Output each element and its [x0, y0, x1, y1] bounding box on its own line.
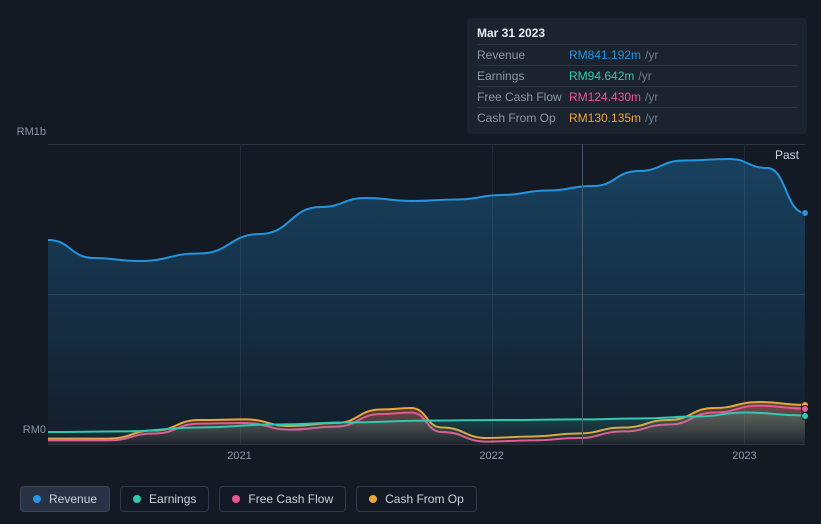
- chart-svg: [48, 144, 805, 444]
- legend-label: Cash From Op: [385, 492, 464, 506]
- chart-tooltip: Mar 31 2023 RevenueRM841.192m/yrEarnings…: [467, 18, 807, 134]
- financials-chart[interactable]: RM1b RM0 Past 2021 2022 2023: [16, 126, 805, 466]
- legend-item[interactable]: Revenue: [20, 486, 110, 512]
- past-label: Past: [775, 148, 799, 162]
- legend-label: Free Cash Flow: [248, 492, 333, 506]
- legend-label: Revenue: [49, 492, 97, 506]
- tooltip-row-label: Cash From Op: [477, 111, 569, 125]
- tooltip-row: RevenueRM841.192m/yr: [477, 44, 797, 65]
- tooltip-row: Free Cash FlowRM124.430m/yr: [477, 86, 797, 107]
- chart-legend: Revenue Earnings Free Cash Flow Cash From O…: [20, 486, 477, 512]
- legend-item[interactable]: Cash From Op: [356, 486, 477, 512]
- tooltip-row-unit: /yr: [645, 90, 658, 104]
- legend-swatch: [369, 495, 377, 503]
- tooltip-row-value: RM841.192m: [569, 48, 641, 62]
- tooltip-row-unit: /yr: [645, 111, 658, 125]
- tooltip-row-label: Free Cash Flow: [477, 90, 569, 104]
- legend-swatch: [133, 495, 141, 503]
- tooltip-row-unit: /yr: [645, 48, 658, 62]
- series-area: [48, 159, 805, 444]
- series-end-marker: [801, 412, 809, 420]
- tooltip-row: Cash From OpRM130.135m/yr: [477, 107, 797, 128]
- series-end-marker: [801, 209, 809, 217]
- legend-swatch: [232, 495, 240, 503]
- tooltip-row: EarningsRM94.642m/yr: [477, 65, 797, 86]
- tooltip-row-label: Earnings: [477, 69, 569, 83]
- tooltip-row-label: Revenue: [477, 48, 569, 62]
- legend-swatch: [33, 495, 41, 503]
- tooltip-row-value: RM94.642m: [569, 69, 634, 83]
- tooltip-row-value: RM124.430m: [569, 90, 641, 104]
- tooltip-date: Mar 31 2023: [477, 26, 797, 44]
- tooltip-row-unit: /yr: [638, 69, 651, 83]
- tooltip-row-value: RM130.135m: [569, 111, 641, 125]
- x-tick-label: 2022: [479, 450, 503, 462]
- y-tick-top: RM1b: [16, 126, 46, 138]
- y-tick-bottom: RM0: [16, 424, 46, 436]
- gridline: [48, 444, 805, 445]
- crosshair: [582, 144, 583, 444]
- legend-item[interactable]: Free Cash Flow: [219, 486, 346, 512]
- legend-label: Earnings: [149, 492, 196, 506]
- x-tick-label: 2023: [732, 450, 756, 462]
- legend-item[interactable]: Earnings: [120, 486, 209, 512]
- x-tick-label: 2021: [227, 450, 251, 462]
